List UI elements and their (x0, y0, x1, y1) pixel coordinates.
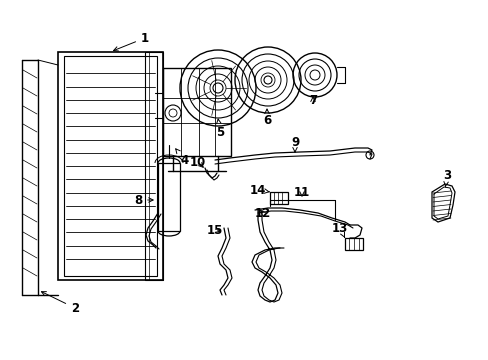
Text: 13: 13 (331, 221, 347, 237)
Bar (269, 192, 287, 204)
Text: 1: 1 (113, 32, 149, 51)
Bar (163, 68, 230, 156)
Text: 8: 8 (134, 194, 153, 207)
Bar (158, 163, 180, 231)
Bar (64, 56, 157, 276)
Bar (58, 52, 163, 280)
Text: 4: 4 (175, 149, 189, 166)
Text: 3: 3 (442, 168, 450, 187)
Bar (345, 238, 362, 250)
Text: 10: 10 (189, 156, 206, 168)
Text: 14: 14 (249, 184, 269, 197)
Text: 12: 12 (254, 207, 270, 220)
Text: 2: 2 (41, 292, 79, 315)
Bar (145, 52, 163, 280)
Text: 11: 11 (293, 185, 309, 198)
Text: 5: 5 (215, 119, 224, 139)
Text: 15: 15 (206, 224, 223, 237)
Text: 7: 7 (308, 94, 316, 107)
Text: 6: 6 (263, 109, 270, 126)
Text: 9: 9 (290, 135, 299, 152)
